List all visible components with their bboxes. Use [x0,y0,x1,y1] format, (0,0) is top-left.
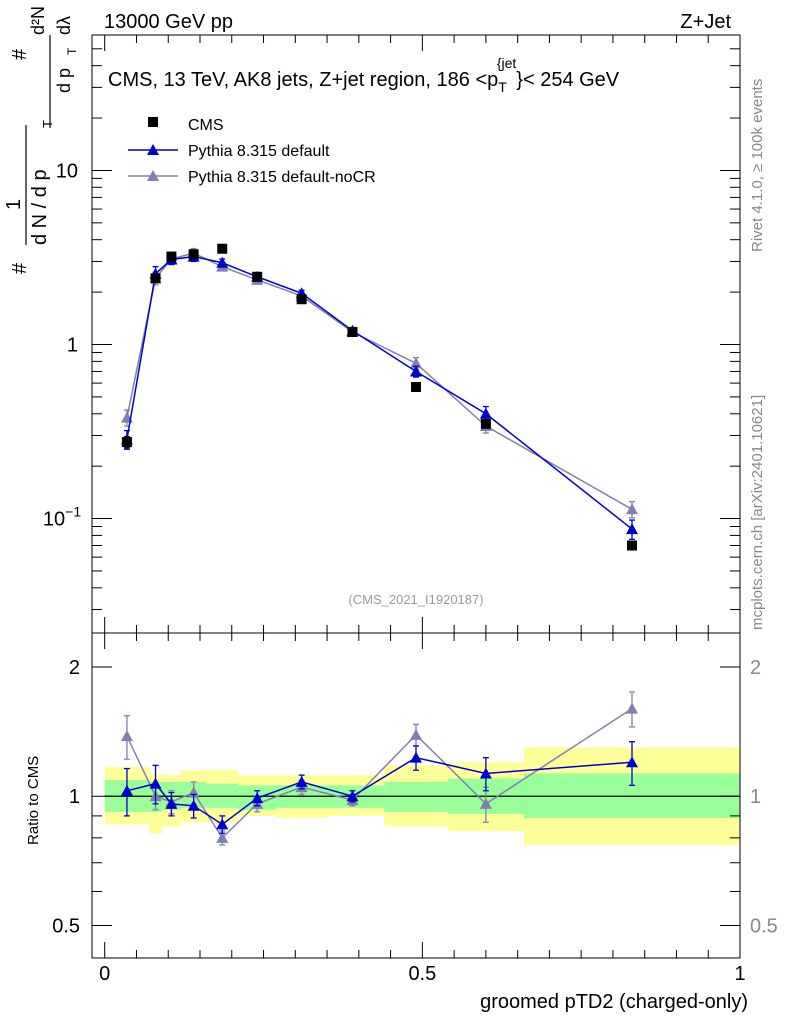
default-point [216,256,229,268]
chart-title: CMS, 13 TeV, AK8 jets, Z+jet region, 186… [108,55,620,95]
header-right: Z+Jet [680,11,731,33]
ratio-nocr-point [626,702,638,714]
legend-label-nocr: Pythia 8.315 default-noCR [188,169,376,186]
y-tick-base: 10 [56,160,78,182]
ylabel-t-2: T [65,47,79,55]
y-tick-label: 10−1 [43,504,81,531]
x-axis-label: groomed pTD2 (charged-only) [480,991,748,1013]
main-ylabel: # 1 d N / d p T # d²N d p T dλ [3,6,79,274]
cms-point [188,249,199,260]
ratio-nocr-point [479,797,492,809]
x-tick-label: 0.5 [408,963,436,985]
ratio-default-point [187,799,200,811]
title-pre: CMS, 13 TeV, AK8 jets, Z+jet region, 186… [108,69,498,91]
x-tick-label: 1 [734,963,745,985]
xtick-labels: 0 0.5 1 [99,963,745,985]
ratio-nocr-point [410,728,422,740]
cms-point [150,273,161,284]
ratio-y-tick-label: 0.5 [52,915,80,937]
cms-point [411,381,421,392]
cms-point [166,251,177,262]
y-tick-exponent: −1 [65,504,81,520]
ratio-default-point [216,818,229,830]
ratio-default-point [410,751,422,763]
ylabel-den2: d p [54,68,74,93]
cms-point [252,271,263,282]
rivet-label: Rivet 4.1.0, ≥ 100k events [749,79,766,252]
default-point [410,365,422,377]
ylabel-hash-1: # [9,262,31,274]
ratio-nocr-point [216,831,229,843]
header-left: 13000 GeV pp [104,11,233,33]
title-sup: {jet [497,55,517,71]
ratio-default-point [165,797,178,809]
cms-point [347,326,358,337]
y-tick-label: 10 [56,160,78,182]
legend-label-default: Pythia 8.315 default [188,143,330,160]
ylabel-numerator: d²N [28,6,48,35]
ylabel-denominator: d N / d p [29,169,51,245]
legend-label-cms: CMS [188,117,224,134]
main-axis-ticks [92,34,741,633]
ratio-default-point [120,784,133,796]
y-tick-base: 10 [43,509,65,531]
default-line [126,255,633,530]
ratio-frame [91,632,741,959]
mcplots-label: mcplots.cern.ch [arXiv:2401.10621] [749,395,766,630]
cms-point [296,294,307,305]
ratio-y-tick-label-right: 2 [750,657,761,679]
ylabel-hash-2: # [9,48,31,60]
ratio-default-point [479,767,492,779]
cms-point [217,243,228,254]
y-tick-base: 1 [67,334,78,356]
legend-marker-default [147,144,159,155]
ratio-default-point [251,792,264,804]
ylabel-one: 1 [3,199,25,210]
ratio-y-tick-label: 2 [69,657,80,679]
ratio-default-point [346,790,359,802]
title-sub: T [498,79,507,95]
legend-marker-cms [148,117,158,127]
default-point [479,407,492,419]
cms-point [121,437,132,448]
ratio-axis-ticks [92,633,741,958]
ylabel-t-1: T [40,120,55,128]
ylabel-lambda: dλ [54,16,74,35]
cms-point [627,540,637,551]
ratio-default-point [295,775,308,787]
ratio-ylabel: Ratio to CMS [25,756,42,845]
ratio-y-tick-label-right: 1 [750,786,761,808]
ratio-y-tick-label: 1 [69,786,80,808]
nocr-point [410,357,422,369]
ratio-bands [104,747,740,845]
main-series-layer [120,243,638,551]
ratio-default-point [149,777,162,789]
title-post: }< 254 GeV [516,69,620,91]
nocr-line [126,252,633,510]
nocr-point [626,503,638,515]
y-tick-label: 1 [67,334,78,356]
default-point [626,523,638,535]
legend: CMS Pythia 8.315 default Pythia 8.315 de… [128,117,376,186]
ratio-default-point [626,756,638,768]
ratio-ytick-labels: 0.5 0.5 1 1 2 2 [52,657,778,937]
ratio-nocr-point [120,730,133,742]
ratio-y-tick-label-right: 0.5 [750,915,778,937]
ratio-series-layer [120,691,638,846]
x-tick-label: 0 [99,963,110,985]
analysis-watermark: (CMS_2021_I1920187) [348,592,483,607]
legend-marker-nocr [147,170,159,181]
cms-point [480,418,491,429]
